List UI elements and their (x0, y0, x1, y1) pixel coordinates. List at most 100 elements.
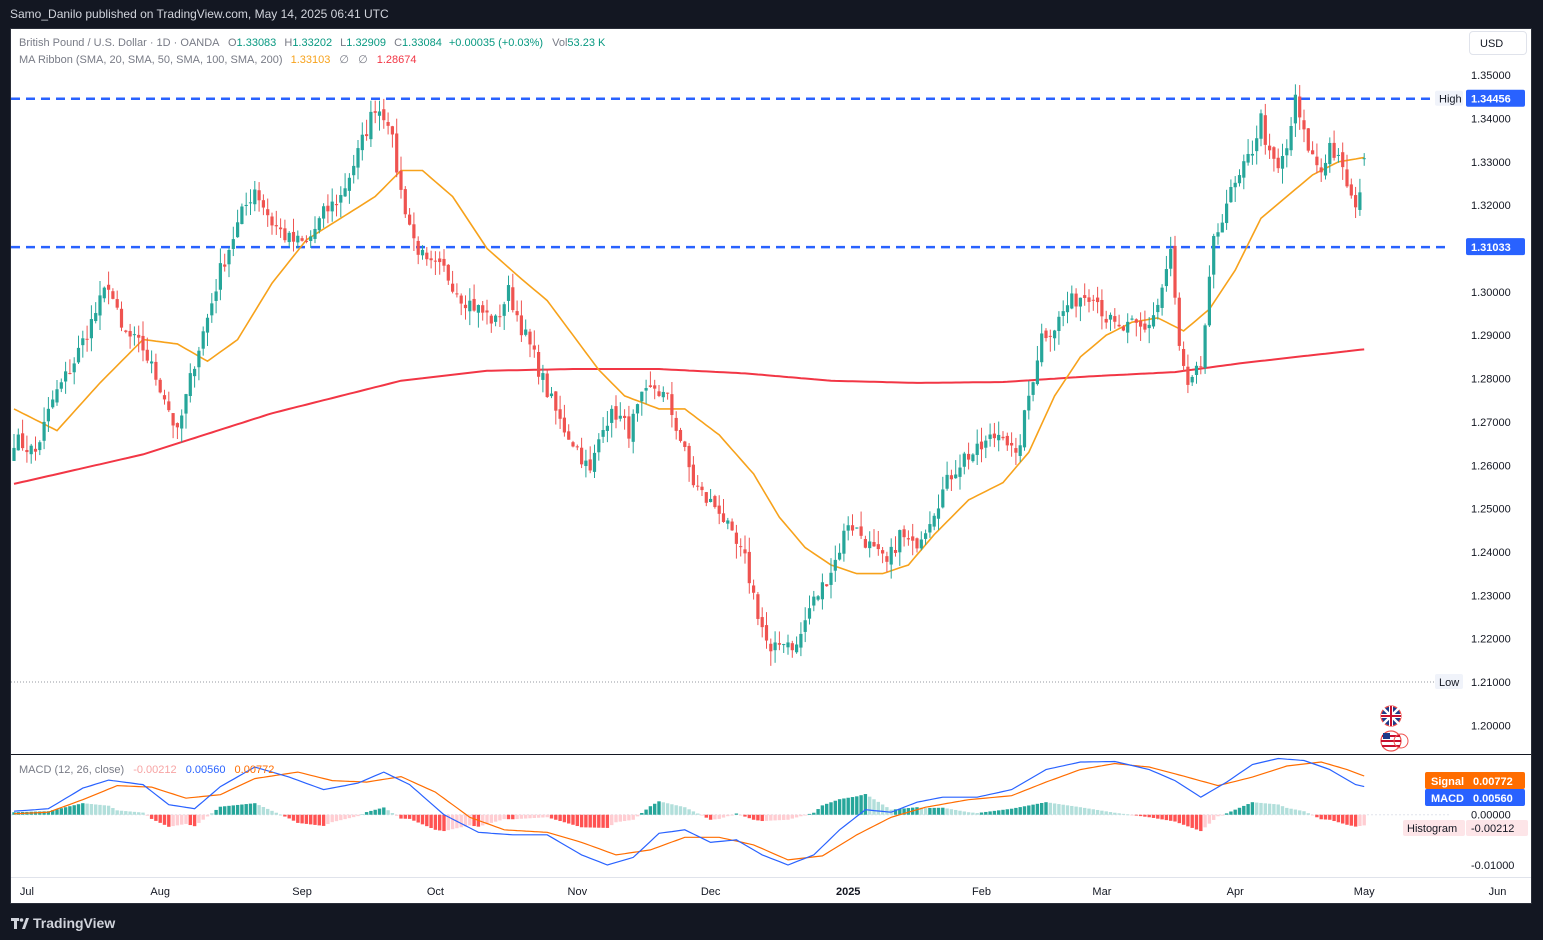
macd-hist-bar (786, 814, 790, 820)
macd-hist-bar (1285, 807, 1289, 815)
macd-hist-bar (579, 814, 584, 828)
macd-pane[interactable] (11, 757, 1451, 866)
candle-body (240, 206, 244, 225)
candle-body (309, 236, 313, 242)
macd-hist-bar (567, 814, 571, 824)
time-axis[interactable]: Jul Aug Sep Oct Nov Dec 2025 Feb Mar Apr May Jun (20, 886, 1507, 898)
candle-body (51, 399, 55, 408)
macd-hist-bar (850, 797, 855, 815)
macd-hist-bar (756, 814, 760, 821)
candle-body (1053, 330, 1057, 339)
chart-canvas[interactable]: 1.350001.340001.330001.320001.310001.300… (11, 29, 1532, 904)
candle-body (541, 373, 545, 380)
low-value: 1.32909 (346, 37, 386, 49)
candle-body (433, 260, 437, 262)
macd-hist-bar (1035, 803, 1040, 815)
usd-flag-icon[interactable] (1380, 730, 1409, 752)
candle-body (790, 643, 794, 651)
price-axis[interactable]: 1.350001.340001.330001.320001.310001.300… (1471, 70, 1511, 732)
candle-body (932, 515, 936, 527)
macd-badge-value: 0.00772 (1473, 776, 1513, 788)
candle-body (16, 434, 20, 451)
candle-body (382, 109, 386, 121)
candle-body (1298, 96, 1302, 118)
macd-hist-bar (979, 812, 984, 815)
macd-hist-bar (962, 811, 966, 815)
macd-hist-bar (162, 814, 167, 825)
candle-body (760, 617, 764, 628)
candle-body (1147, 324, 1151, 329)
candle-body (253, 189, 257, 205)
price-pane[interactable] (11, 84, 1451, 683)
candle-body (175, 423, 179, 428)
macd-hist-bar (128, 811, 132, 815)
macd-hist-bar (1138, 814, 1143, 817)
macd-lines (13, 757, 1365, 866)
candle-body (588, 459, 592, 471)
macd-hist-bar (347, 814, 352, 819)
time-tick-label: Oct (427, 886, 444, 898)
candle-body (201, 331, 205, 349)
candle-body (709, 498, 713, 503)
candle-body (1177, 297, 1181, 346)
macd-hist-bar (201, 814, 205, 820)
macd-hist-bar (1052, 803, 1057, 815)
macd-hist-bar (85, 803, 89, 815)
candle-body (928, 524, 932, 533)
macd-legend[interactable]: MACD (12, 26, close) -0.00212 0.00560 0.… (19, 764, 274, 776)
macd-hist-bar (1156, 814, 1160, 819)
macd-hist-bar (1237, 807, 1242, 815)
candle-body (842, 530, 846, 554)
macd-hist-bar (1057, 804, 1061, 815)
candle-body (257, 190, 261, 201)
macd-hist-bar (648, 806, 653, 815)
ma100-value: ∅ (358, 54, 368, 66)
candle-body (704, 492, 708, 503)
candle-body (846, 525, 850, 531)
candle-body (25, 449, 29, 453)
macd-hist-bar (1293, 809, 1298, 815)
macd-hist-bar (708, 814, 713, 820)
candle-body (640, 391, 644, 402)
currency-button[interactable]: USD (1469, 31, 1527, 55)
candle-body (1349, 184, 1353, 196)
candle-body (1010, 442, 1014, 446)
candle-body (1186, 366, 1190, 385)
macd-hist-bar (98, 804, 102, 815)
candle-body (1302, 120, 1306, 130)
macd-hist-bar (868, 796, 872, 815)
macd-axis[interactable]: 0.00000 -0.01000 (1471, 810, 1514, 872)
macd-hist-bar (1177, 814, 1181, 824)
gbp-flag-icon[interactable] (1380, 705, 1402, 727)
macd-hist-bar (923, 808, 928, 815)
open-label: O (228, 37, 237, 49)
macd-hist-bar (63, 807, 68, 815)
candle-body (94, 313, 98, 322)
candle-body (769, 643, 773, 652)
macd-hist-bar (210, 813, 214, 815)
symbol-legend[interactable]: British Pound / U.S. Dollar · 1D · OANDA… (19, 37, 606, 66)
tradingview-logo[interactable]: TradingView (11, 915, 115, 931)
candle-body (967, 453, 971, 460)
macd-hist-bar (334, 814, 339, 822)
macd-hist-bar (450, 814, 455, 830)
candle-body (893, 550, 898, 553)
candle-body (949, 475, 953, 480)
candle-body (55, 389, 59, 403)
candle-body (1336, 154, 1340, 156)
macd-hist-bar (876, 801, 880, 815)
macd-hist-bar (997, 810, 1001, 815)
macd-hist-bar (1353, 814, 1358, 827)
price-tick-label: 1.21000 (1471, 677, 1511, 689)
candle-body (752, 585, 756, 593)
candle-body (214, 291, 218, 301)
macd-hist-bar (313, 814, 317, 825)
candle-body (1203, 325, 1207, 368)
macd-hist-bar (1272, 804, 1276, 815)
candle-body (266, 209, 270, 216)
macd-hist-bar (481, 814, 485, 826)
macd-hist-bar (696, 813, 700, 815)
candle-body (128, 331, 132, 337)
macd-hist-bar (1048, 802, 1052, 815)
macd-hist-bar (253, 803, 257, 815)
